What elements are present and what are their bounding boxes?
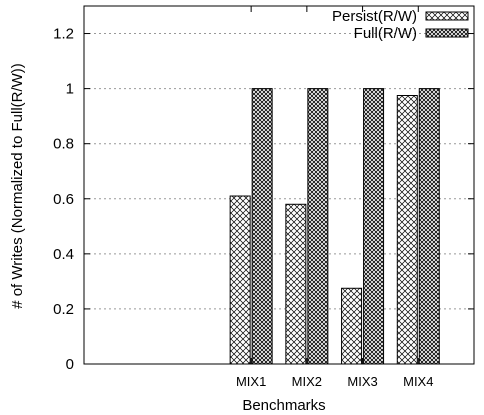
x-axis-title: Benchmarks: [242, 397, 325, 414]
bar-full-mix1: [251, 88, 273, 365]
x-tick-label: MIX3: [347, 374, 377, 389]
y-tick-label: 0.2: [53, 301, 74, 318]
legend-swatch-full: [425, 28, 469, 38]
x-tick-label: MIX2: [292, 374, 322, 389]
plot-frame: [83, 5, 475, 365]
y-tick-label: 1: [66, 81, 74, 98]
y-tick-label: 1.2: [53, 26, 74, 43]
bar-full-mix4: [418, 88, 440, 365]
legend-label-full: Full(R/W): [354, 25, 417, 42]
axes: 0 0.2 0.4 0.6 0.8 1 1.2 MIX1 MIX2 MIX3 MIX4: [53, 5, 475, 389]
y-tick-label: 0.4: [53, 246, 74, 263]
y-tick-label: 0.6: [53, 191, 74, 208]
legend-label-persist: Persist(R/W): [332, 8, 417, 25]
bar-full-mix2: [307, 88, 329, 365]
x-tick-label: MIX4: [403, 374, 433, 389]
y-tick-label: 0.8: [53, 136, 74, 153]
legend-swatch-persist: [425, 11, 469, 21]
bar-persist-mix1: [229, 195, 251, 365]
bar-persist-mix4: [396, 95, 418, 365]
bar-persist-mix3: [341, 287, 363, 365]
x-tick-label: MIX1: [236, 374, 266, 389]
bar-full-mix3: [363, 88, 385, 365]
y-axis-title: # of Writes (Normalized to Full(R/W)): [9, 63, 26, 309]
legend: Persist(R/W) Full(R/W): [332, 8, 469, 42]
bar-persist-mix2: [285, 203, 307, 365]
y-tick-label: 0: [66, 356, 74, 373]
bars: [229, 88, 440, 365]
